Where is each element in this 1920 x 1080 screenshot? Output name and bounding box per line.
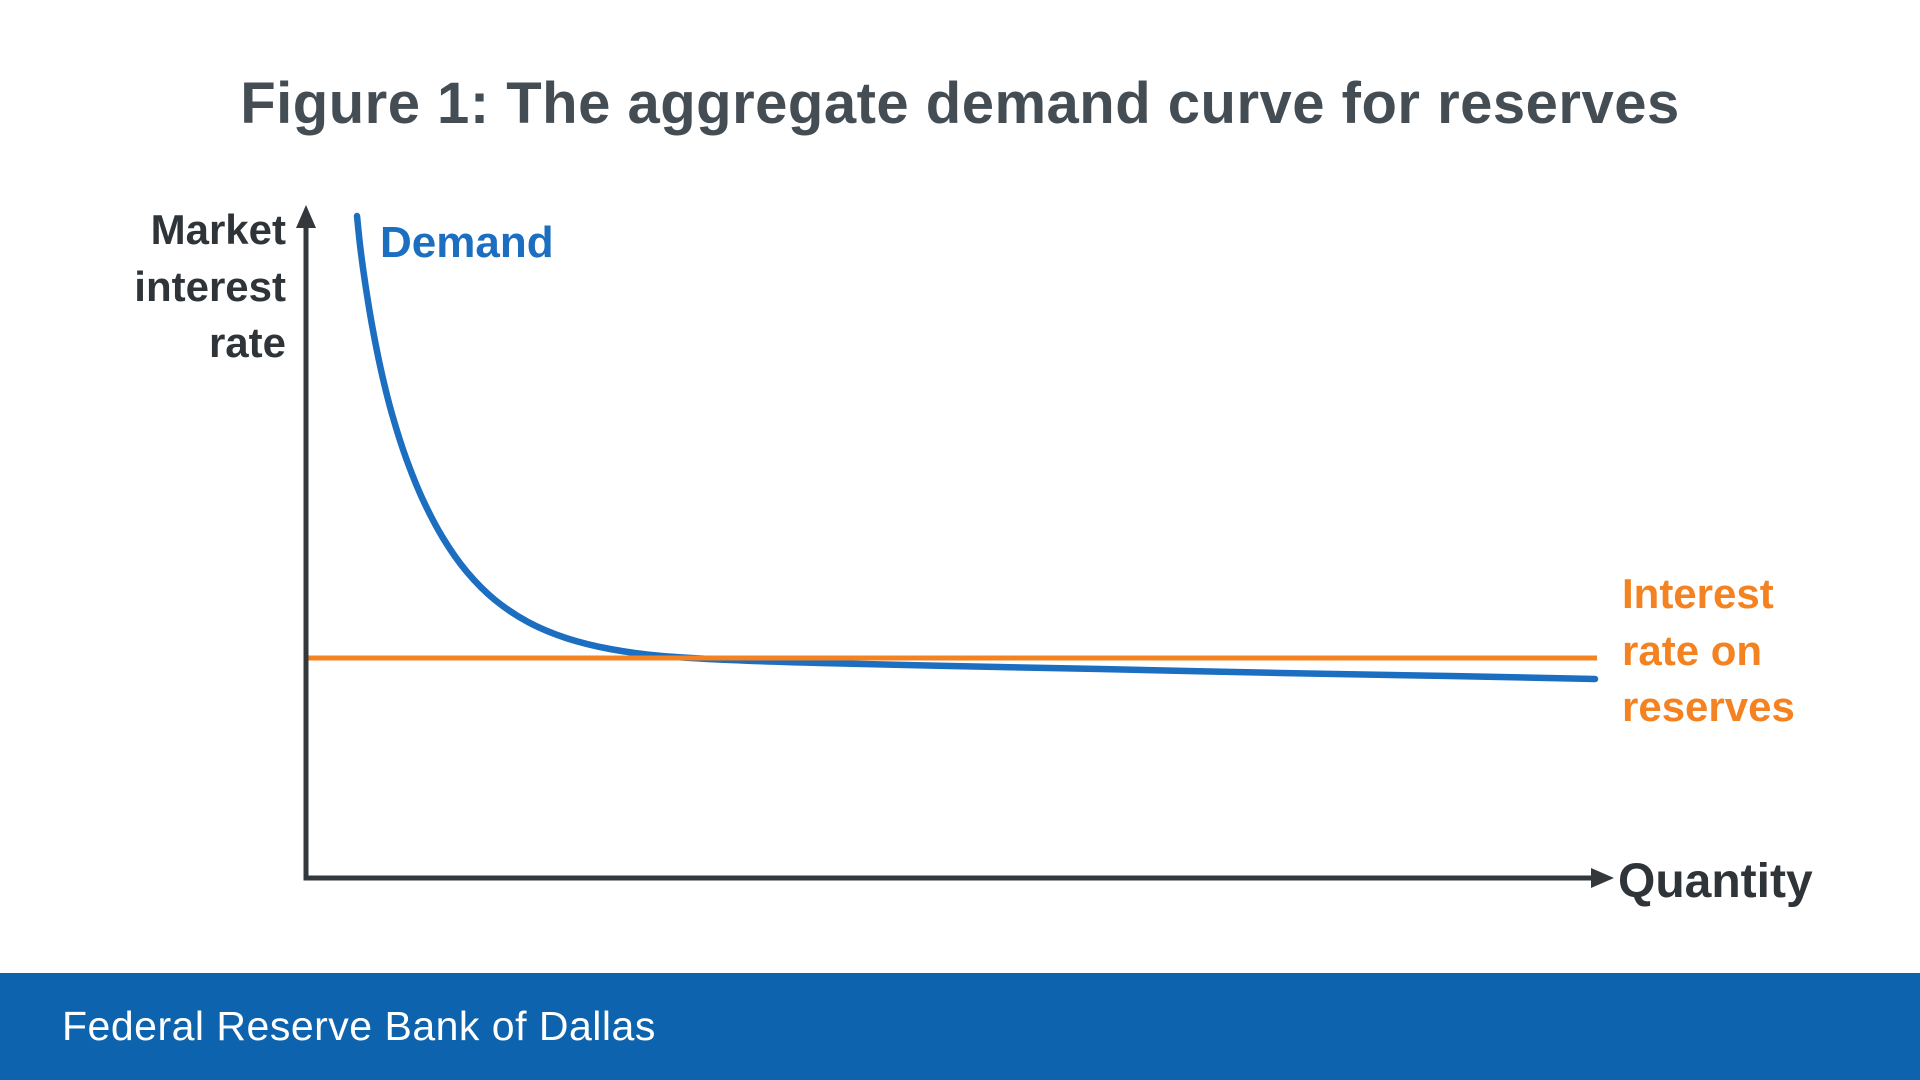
y-axis-label: Market interest rate [134, 206, 286, 367]
x-axis-label: Quantity [1618, 855, 1813, 908]
figure-title: Figure 1: The aggregate demand curve for… [240, 71, 1680, 136]
interest-rate-on-reserves-label: Interest rate on reserves [1622, 570, 1795, 731]
demand-curve [353, 212, 1599, 683]
footer-brand-bar: Federal Reserve Bank of Dallas [0, 973, 1920, 1080]
demand-curve-label: Demand [380, 218, 554, 267]
footer-bank-name: Federal Reserve Bank of Dallas [62, 1003, 656, 1049]
y-axis-arrowhead-icon [296, 205, 316, 228]
x-axis-arrowhead-icon [1591, 868, 1614, 888]
